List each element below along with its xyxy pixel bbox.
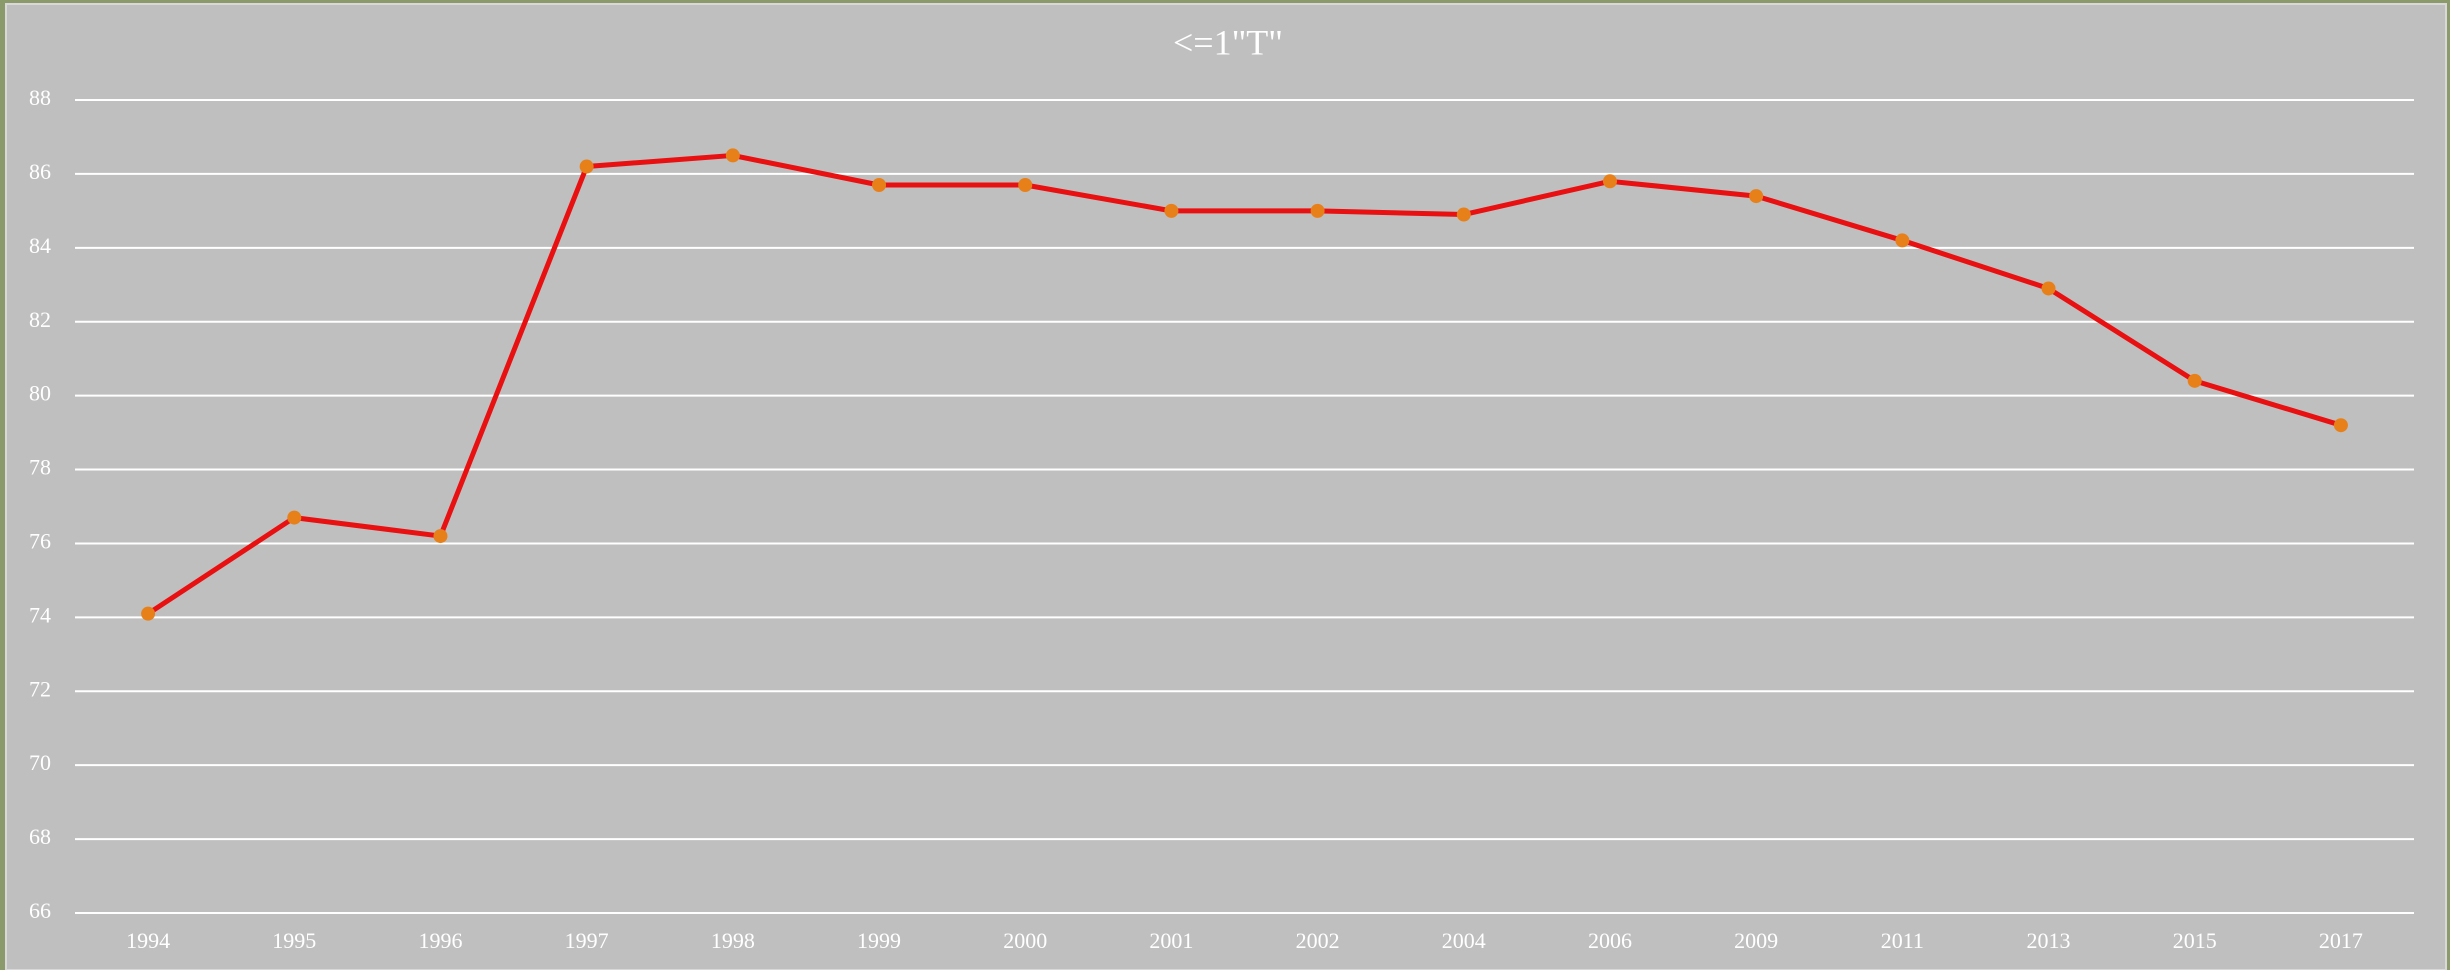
point — [141, 606, 156, 621]
line — [146, 152, 2342, 616]
y-tick-label: 78 — [29, 455, 51, 480]
y-tick-label: 84 — [29, 233, 51, 258]
x-tick-label: 1998 — [711, 928, 755, 953]
point — [1018, 177, 1033, 192]
point — [1456, 207, 1471, 222]
y-tick-label: 70 — [29, 750, 51, 775]
y-tick-label: 88 — [29, 85, 51, 110]
point — [725, 148, 740, 163]
point — [2041, 281, 2056, 296]
x-tick-label: 2004 — [1442, 928, 1486, 953]
point — [872, 177, 887, 192]
point — [433, 529, 448, 544]
x-tick-label: 2017 — [2319, 928, 2363, 953]
x-tick-label: 1994 — [126, 928, 170, 953]
point — [2187, 373, 2202, 388]
x-tick-label: 2009 — [1734, 928, 1778, 953]
point — [2333, 418, 2348, 433]
y-tick-label: 82 — [29, 307, 51, 332]
y-tick-label: 66 — [29, 898, 51, 923]
point — [287, 510, 302, 525]
point — [579, 159, 594, 174]
y-tick-label: 86 — [29, 159, 51, 184]
x-tick-label: 1999 — [857, 928, 901, 953]
x-tick-label: 2001 — [1149, 928, 1193, 953]
y-tick-label: 80 — [29, 381, 51, 406]
point — [1164, 203, 1179, 218]
x-tick-label: 2013 — [2027, 928, 2071, 953]
point — [1895, 233, 1910, 248]
point — [1310, 203, 1325, 218]
x-tick-label: 1996 — [418, 928, 462, 953]
chart-background — [5, 3, 2447, 970]
x-tick-label: 2002 — [1296, 928, 1340, 953]
point — [1602, 174, 1617, 189]
x-tick-label: 1995 — [272, 928, 316, 953]
x-tick-label: 2000 — [1003, 928, 1047, 953]
x-tick-label: 2011 — [1881, 928, 1924, 953]
y-tick-label: 72 — [29, 676, 51, 701]
chart-title: <=1"T" — [1173, 22, 1283, 62]
x-tick-label: 2015 — [2173, 928, 2217, 953]
y-tick-label: 76 — [29, 529, 51, 554]
point — [1749, 189, 1764, 204]
y-tick-label: 68 — [29, 824, 51, 849]
x-tick-label: 1997 — [565, 928, 609, 953]
x-tick-label: 2006 — [1588, 928, 1632, 953]
y-tick-label: 74 — [29, 602, 51, 627]
